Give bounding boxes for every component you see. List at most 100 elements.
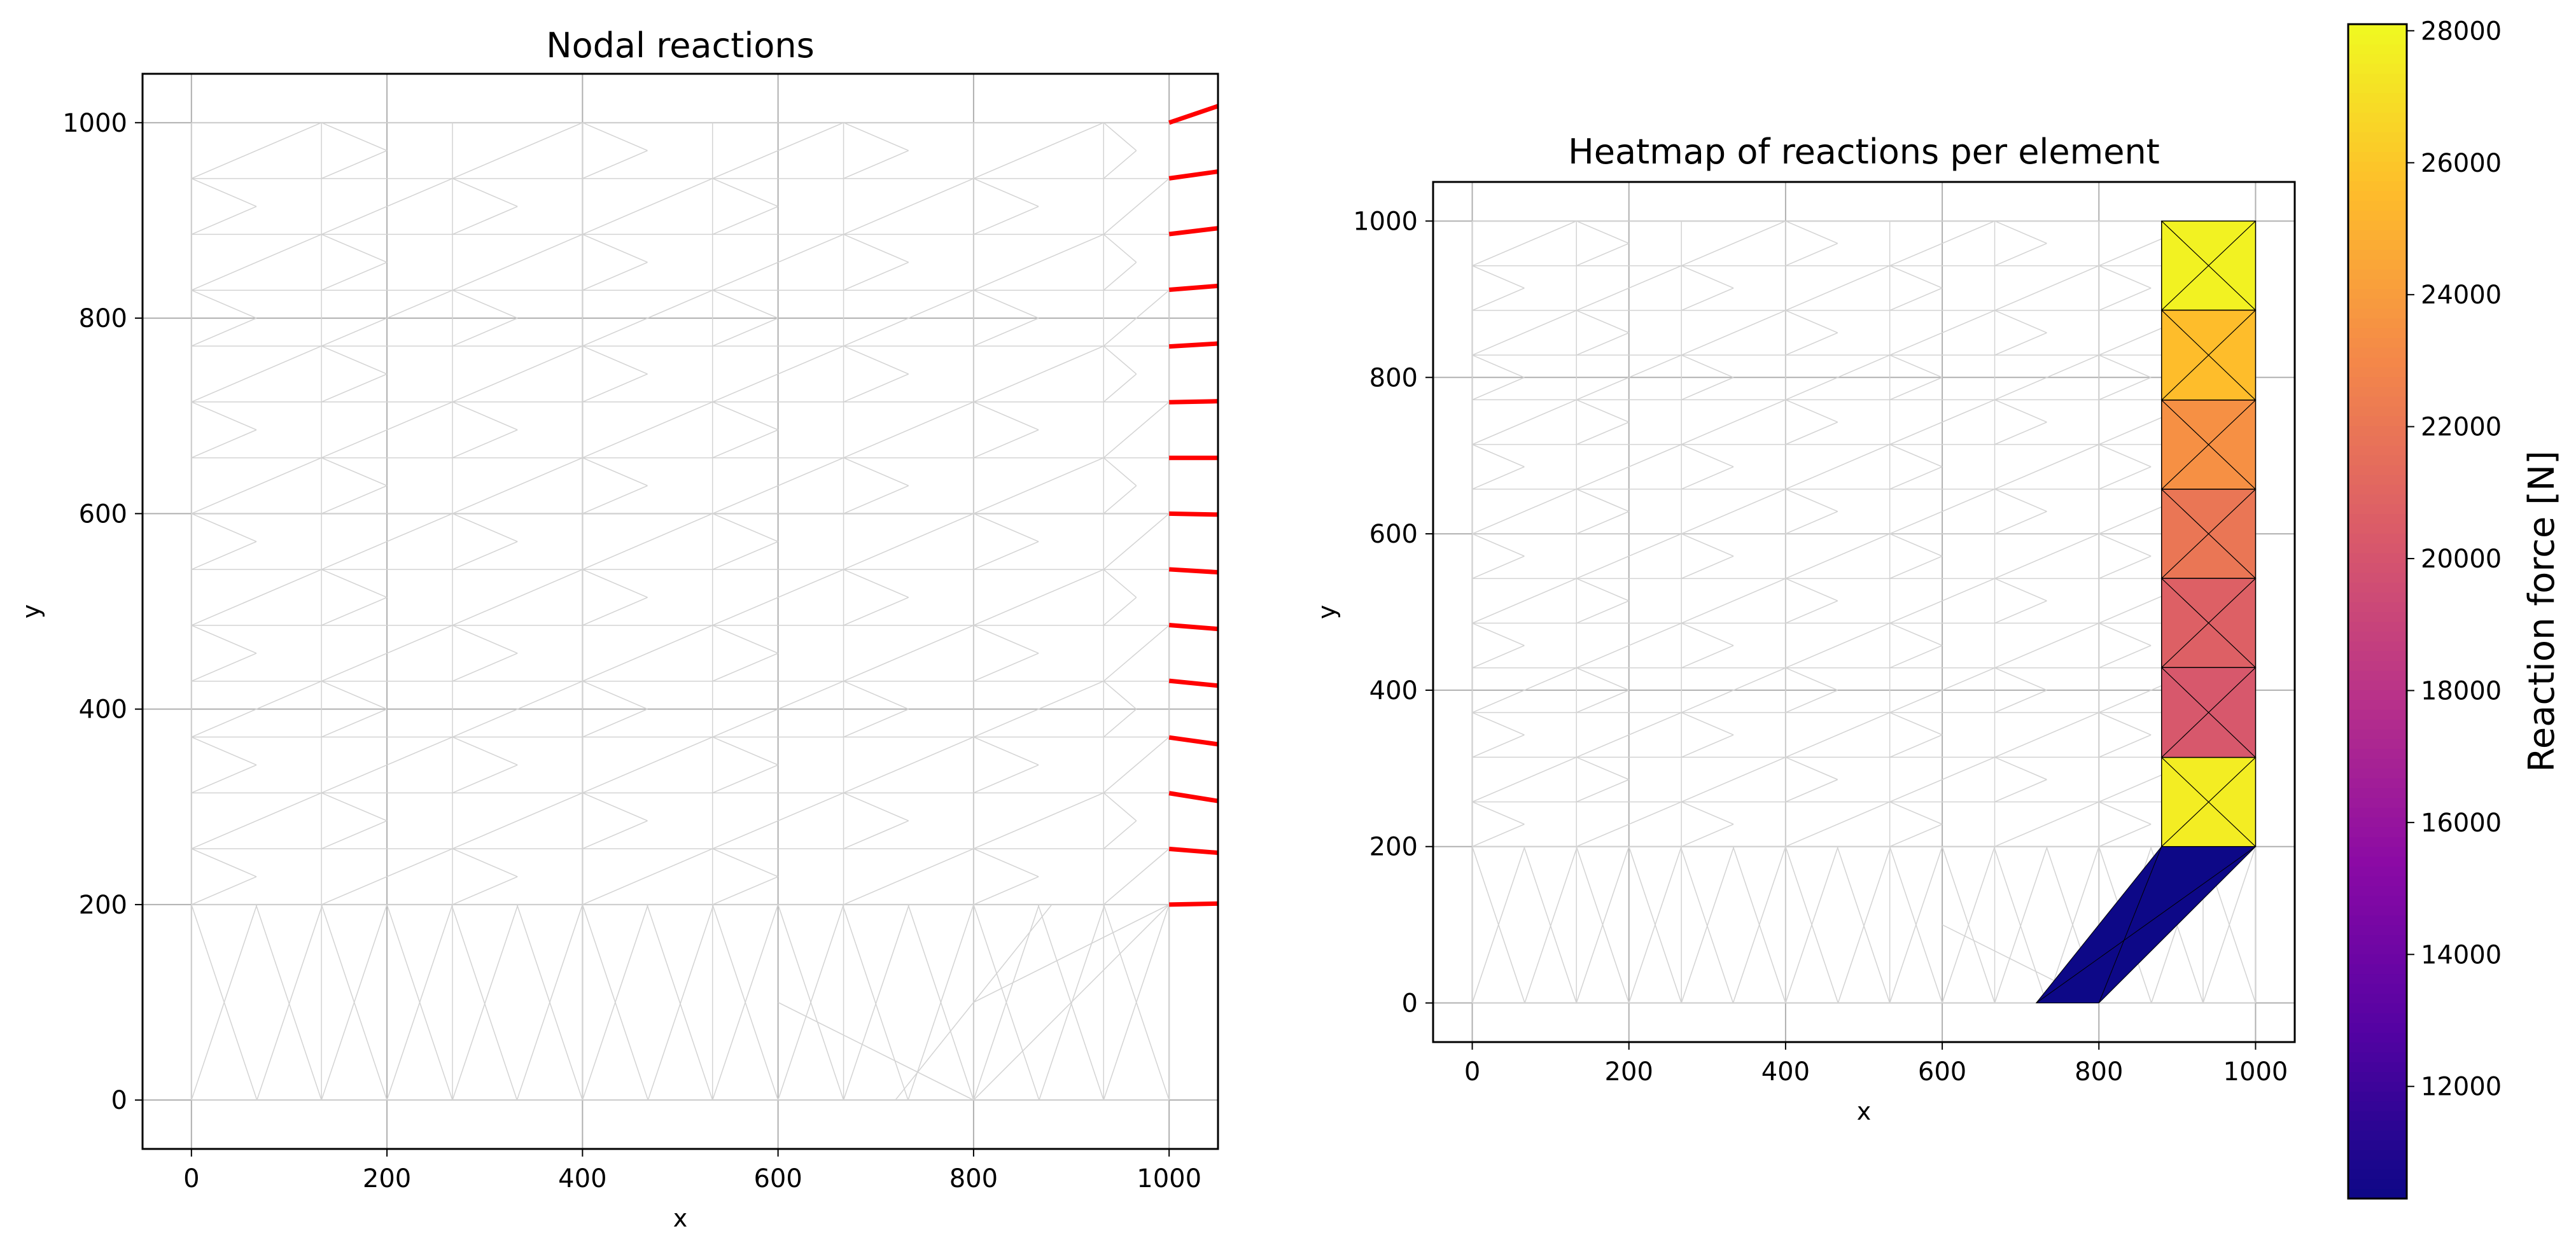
- mesh-edge: [2098, 354, 2152, 378]
- colorbar-strip: [2348, 337, 2407, 348]
- mesh-edge: [1576, 600, 1630, 624]
- colorbar-strip: [2348, 748, 2407, 759]
- mesh-edge: [321, 373, 388, 403]
- colorbar-strip: [2348, 846, 2407, 857]
- mesh-edge: [843, 150, 909, 179]
- y-tick-label: 200: [1369, 833, 1418, 862]
- mesh-edge: [2098, 288, 2152, 311]
- colorbar-strip: [2348, 181, 2407, 191]
- mesh-edge: [973, 401, 1039, 431]
- mesh-edge: [1837, 846, 1891, 1003]
- colorbar-tick-label: 20000: [2421, 545, 2502, 574]
- mesh-edge: [1576, 578, 1630, 602]
- reaction-arrow: [1168, 226, 1219, 237]
- mesh-edge: [843, 792, 909, 821]
- mesh-edge: [321, 457, 388, 487]
- mesh-edge: [1681, 489, 1786, 534]
- mesh-edge: [1994, 846, 2048, 1003]
- mesh-edge: [712, 792, 844, 849]
- mesh-edge: [843, 708, 909, 738]
- mesh-edge: [452, 792, 583, 849]
- mesh-edge: [191, 541, 257, 570]
- mesh-edge: [582, 345, 648, 375]
- mesh-edge: [452, 848, 518, 877]
- chart-title: Nodal reactions: [546, 25, 815, 66]
- colorbar-strip: [2348, 425, 2407, 436]
- mesh-edge: [1681, 756, 1786, 803]
- mesh-edge: [1994, 622, 2099, 669]
- mesh-edge: [191, 625, 257, 654]
- mesh-edge: [1576, 622, 1682, 669]
- mesh-edge: [582, 289, 713, 347]
- mesh-edge: [843, 904, 910, 1101]
- mesh-edge: [1472, 310, 1577, 356]
- mesh-edge: [1785, 846, 1839, 1003]
- x-axis-label: x: [1857, 1097, 1872, 1125]
- mesh-edge: [1472, 220, 1577, 267]
- mesh-edge: [452, 177, 518, 207]
- mesh-edge: [1576, 846, 1630, 1003]
- mesh-edge: [1472, 377, 1525, 401]
- colorbar: 12000 14000 16000 18000 20000 22000 24000 26000…: [2347, 17, 2563, 1200]
- mesh-edge: [1681, 354, 1734, 378]
- mesh-edge: [452, 205, 518, 235]
- mesh-edge: [516, 904, 584, 1101]
- colorbar-strip: [2348, 581, 2407, 593]
- colorbar-strip: [2348, 484, 2407, 495]
- mesh-edge: [843, 513, 974, 570]
- mesh-edge: [321, 289, 453, 347]
- colorbar-tick-label: 22000: [2421, 413, 2502, 442]
- mesh-edge: [843, 401, 974, 459]
- mesh-edge: [1103, 569, 1137, 598]
- mesh-edge: [452, 736, 518, 766]
- mesh-edge: [1889, 310, 1995, 356]
- colorbar-strip: [2348, 592, 2407, 602]
- mesh-edge: [1576, 801, 1682, 847]
- mesh-edge: [191, 289, 257, 319]
- mesh-edge: [191, 122, 322, 179]
- mesh-edge: [1103, 345, 1137, 375]
- mesh-edge: [321, 681, 388, 710]
- mesh-edge: [843, 597, 909, 626]
- reaction-arrow: [1168, 567, 1219, 575]
- colorbar-strip: [2348, 601, 2407, 612]
- mesh-edge: [1576, 667, 1630, 691]
- mesh-edge: [191, 457, 322, 515]
- colorbar-strip: [2348, 63, 2407, 74]
- colorbar-strip: [2348, 650, 2407, 661]
- mesh-edge: [1576, 690, 1630, 713]
- mesh-edge: [712, 569, 844, 626]
- mesh-edge: [843, 457, 909, 487]
- heatmap-elements: [2035, 220, 2257, 1004]
- mesh-edge: [1103, 401, 1170, 459]
- colorbar-strip: [2348, 386, 2407, 397]
- mesh-edge: [451, 904, 518, 1101]
- mesh-edge: [1681, 578, 1786, 624]
- mesh-edge: [452, 122, 583, 179]
- mesh-edge: [1785, 443, 1890, 490]
- colorbar-strip: [2348, 944, 2407, 955]
- mesh-edge: [1103, 150, 1137, 179]
- mesh-edge: [842, 904, 909, 1101]
- mesh-edge: [191, 513, 257, 542]
- mesh-edge: [1785, 354, 1890, 401]
- mesh-edge: [1994, 399, 2047, 423]
- colorbar-strip: [2348, 807, 2407, 818]
- colorbar-strip: [2348, 347, 2407, 358]
- mesh-edge: [321, 177, 453, 235]
- mesh-edge: [973, 764, 1039, 794]
- mesh-edge: [452, 289, 518, 319]
- mesh-edge: [321, 513, 453, 570]
- mesh-edge: [256, 904, 323, 1101]
- x-tick-label: 200: [363, 1164, 411, 1193]
- mesh-edge: [1103, 792, 1137, 821]
- mesh-edge: [1471, 846, 1525, 1003]
- mesh-edge: [712, 345, 844, 403]
- mesh-edge: [386, 904, 453, 1101]
- mesh-edge: [452, 317, 518, 347]
- colorbar-strip: [2348, 690, 2407, 700]
- reaction-arrow: [1169, 511, 1219, 517]
- mesh-edge: [582, 792, 648, 821]
- mesh-edge: [321, 233, 388, 263]
